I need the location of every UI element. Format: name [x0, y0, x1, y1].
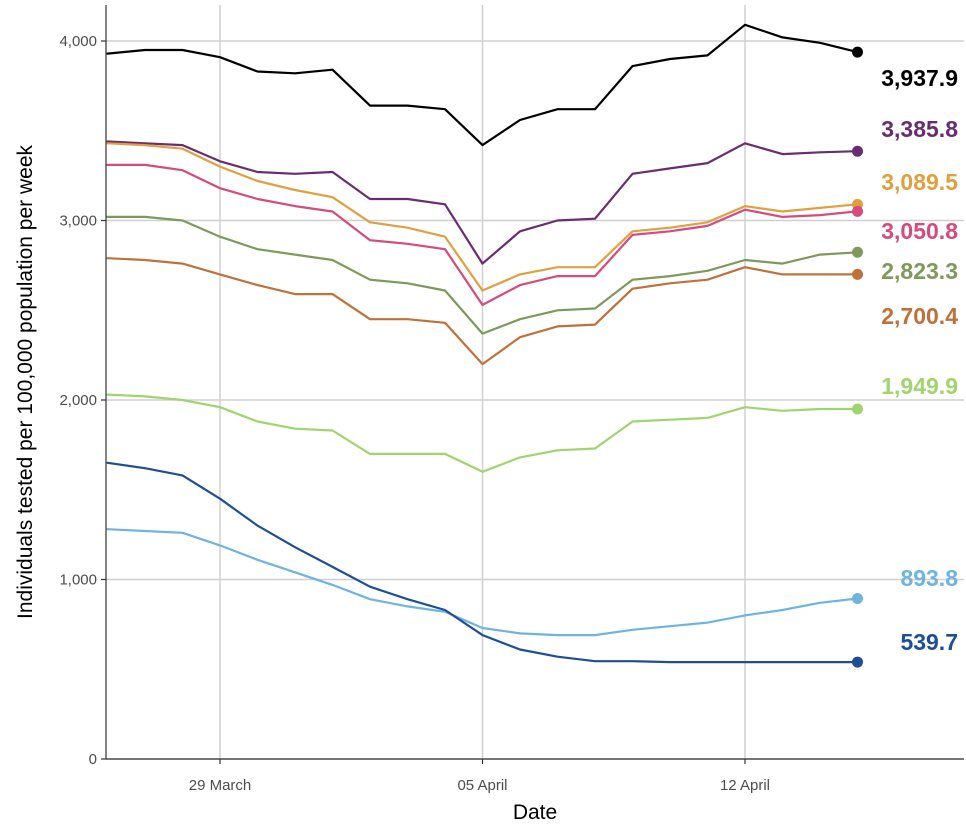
series-end-label: 3,937.9 [881, 65, 958, 91]
series-line [106, 257, 859, 366]
axes [105, 5, 964, 760]
grid [106, 5, 964, 760]
y-tick-label: 4,000 [59, 33, 97, 50]
end-labels: 3,937.9 3,385.8 3,089.5 3,050.8 2,823.3 2,700… [881, 65, 958, 655]
series-end-point [852, 145, 863, 157]
series-end-label: 1,949.9 [881, 373, 958, 399]
series-end-point [852, 246, 863, 258]
series-end-point [852, 268, 863, 280]
y-tick-label: 3,000 [59, 213, 97, 230]
series-line [106, 528, 859, 637]
series-end-point [852, 403, 863, 415]
series-line [106, 215, 859, 335]
y-tick-label: 2,000 [59, 392, 97, 409]
series-line [106, 140, 859, 265]
series-end-point [852, 593, 863, 605]
series-end-label: 3,385.8 [881, 116, 958, 142]
series-line [106, 461, 859, 664]
series-line [106, 163, 859, 306]
y-axis-title: Individuals tested per 100,000 populatio… [14, 145, 37, 619]
series-end-label: 3,050.8 [881, 218, 958, 244]
series-end-label: 2,700.4 [881, 303, 958, 329]
series-end-label: 3,089.5 [881, 169, 958, 195]
series-end-point [852, 205, 863, 217]
series-line [106, 23, 859, 147]
series-end-point [852, 656, 863, 668]
series-end-label: 2,823.3 [881, 258, 958, 284]
series-end-label: 539.7 [900, 629, 958, 655]
series-line [106, 142, 859, 292]
x-axis-title: Date [513, 801, 557, 824]
x-tick-label: 12 April [720, 777, 770, 794]
y-tick-label: 0 [89, 751, 97, 768]
y-tick-label: 1,000 [59, 572, 97, 589]
series-layer [106, 23, 863, 668]
tick-labels: 0 1,000 2,000 3,000 4,000 29 March 05 April 12 … [59, 33, 770, 794]
series-end-point [852, 46, 863, 58]
x-tick-label: 29 March [189, 777, 252, 794]
series-end-label: 893.8 [900, 565, 958, 591]
x-tick-label: 05 April [457, 777, 507, 794]
series-line [106, 393, 859, 473]
